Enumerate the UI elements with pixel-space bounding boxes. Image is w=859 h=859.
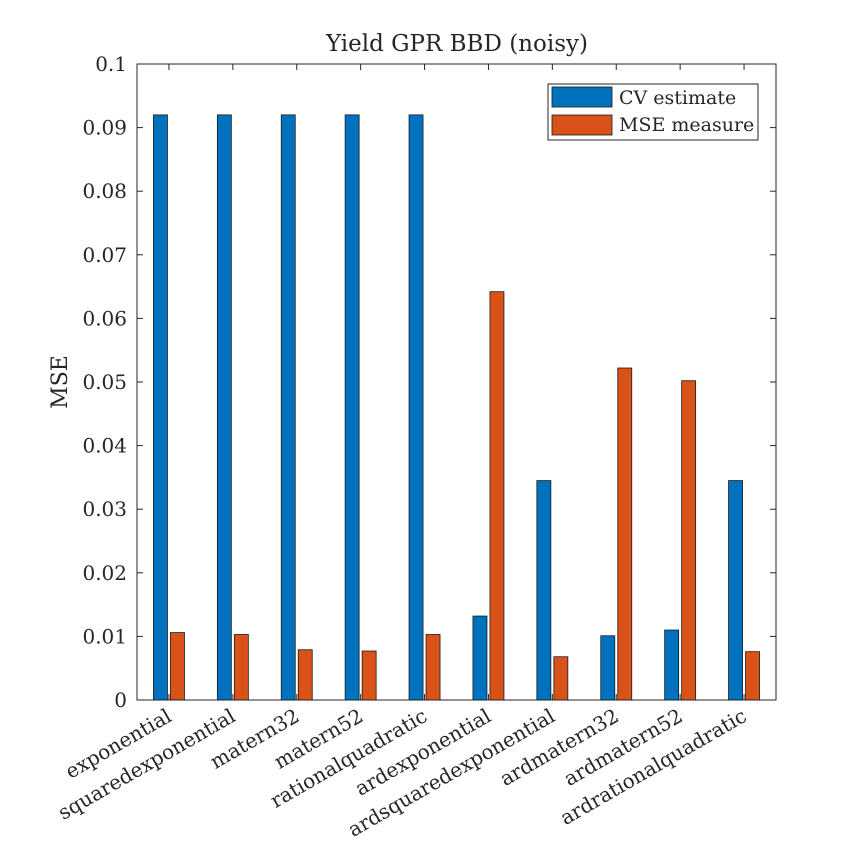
bar-mse-measure-rationalquadratic [426, 634, 440, 700]
bar-cv-estimate-ardmatern32 [601, 636, 615, 700]
bar-cv-estimate-ardmatern52 [665, 630, 679, 700]
bar-cv-estimate-matern52 [345, 115, 359, 700]
y-tick-label: 0.09 [82, 116, 127, 140]
y-tick-label: 0.05 [82, 370, 127, 394]
y-tick-label: 0 [114, 688, 127, 712]
bar-mse-measure-matern32 [298, 650, 312, 700]
bar-cv-estimate-matern32 [281, 115, 295, 700]
bar-mse-measure-ardsquaredexponential [554, 657, 568, 700]
bar-cv-estimate-rationalquadratic [409, 115, 423, 700]
bar-cv-estimate-squaredexponential [217, 115, 231, 700]
legend-swatch-mse-measure [552, 115, 612, 135]
bar-cv-estimate-exponential [153, 115, 167, 700]
y-tick-label: 0.1 [95, 52, 127, 76]
y-tick-label: 0.03 [82, 497, 127, 521]
bar-mse-measure-squaredexponential [234, 634, 248, 700]
chart-title: Yield GPR BBD (noisy) [325, 31, 588, 57]
bar-mse-measure-ardmatern52 [682, 381, 696, 700]
bar-cv-estimate-ardsquaredexponential [537, 481, 551, 700]
y-tick-label: 0.01 [82, 624, 127, 648]
legend-label-cv-estimate: CV estimate [619, 87, 736, 109]
bar-cv-estimate-ardrationalquadratic [729, 481, 743, 700]
bar-mse-measure-exponential [170, 633, 184, 700]
legend-label-mse-measure: MSE measure [619, 114, 754, 136]
bar-mse-measure-ardrationalquadratic [746, 652, 760, 700]
y-tick-label: 0.02 [82, 561, 127, 585]
y-axis-label: MSE [48, 355, 73, 409]
y-tick-label: 0.08 [82, 179, 127, 203]
y-tick-label: 0.04 [82, 434, 127, 458]
bar-mse-measure-ardmatern32 [618, 368, 632, 700]
bar-mse-measure-ardexponential [490, 292, 504, 700]
bar-mse-measure-matern52 [362, 651, 376, 700]
y-tick-label: 0.06 [82, 306, 127, 330]
bar-cv-estimate-ardexponential [473, 616, 487, 700]
y-tick-label: 0.07 [82, 243, 127, 267]
legend-swatch-cv-estimate [552, 87, 612, 107]
